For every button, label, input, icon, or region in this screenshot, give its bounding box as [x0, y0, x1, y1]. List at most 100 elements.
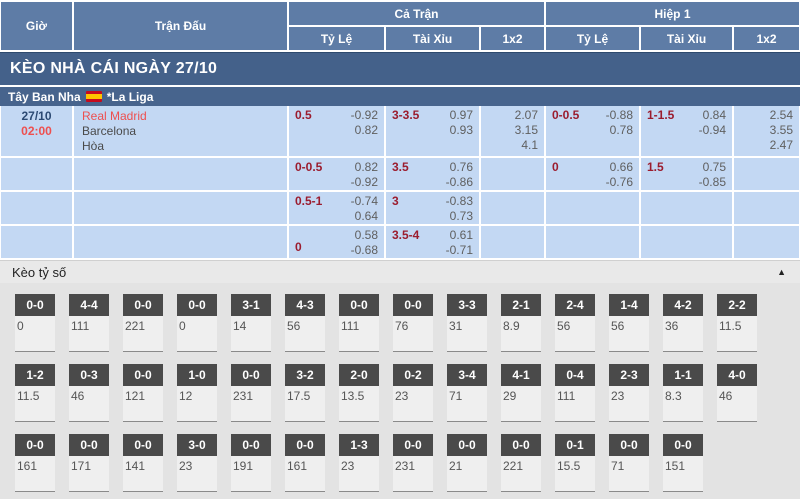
score-box[interactable]: 0-0 0: [177, 294, 217, 352]
odds-value[interactable]: 0.66: [609, 160, 633, 174]
score-box[interactable]: 3-3 31: [447, 294, 487, 352]
home-team[interactable]: Real Madrid: [82, 109, 147, 123]
score-odds: 36: [663, 316, 703, 352]
score-box[interactable]: 1-3 23: [339, 434, 379, 492]
score-odds: 11.5: [717, 316, 757, 352]
odds-value[interactable]: 0.61: [449, 228, 473, 242]
score-box[interactable]: 1-0 12: [177, 364, 217, 422]
score-label: 0-0: [501, 434, 541, 456]
odds-value[interactable]: 0.93: [449, 123, 473, 137]
score-box[interactable]: 2-4 56: [555, 294, 595, 352]
h1-1x2-cell[interactable]: 2.54 3.55 2.47: [734, 106, 799, 156]
league-bar[interactable]: Tây Ban Nha *La Liga: [0, 85, 800, 106]
score-odds: 231: [393, 456, 433, 492]
odds-value[interactable]: 0.82: [354, 160, 378, 174]
odds-value[interactable]: 0.82: [354, 123, 378, 137]
away-team[interactable]: Barcelona: [82, 124, 137, 138]
score-box[interactable]: 2-2 11.5: [717, 294, 757, 352]
ft-1x2-cell[interactable]: 2.07 3.15 4.1: [481, 106, 544, 156]
odds-value[interactable]: 0.64: [354, 209, 378, 223]
h1-overunder-cell[interactable]: 1.5 0.75 -0.85: [641, 158, 732, 190]
score-box[interactable]: 4-1 29: [501, 364, 541, 422]
h1-overunder-cell[interactable]: 1-1.5 0.84 -0.94: [641, 106, 732, 156]
score-label: 2-4: [555, 294, 595, 316]
score-box[interactable]: 0-3 46: [69, 364, 109, 422]
score-box[interactable]: 1-1 8.3: [663, 364, 703, 422]
ft-overunder-cell[interactable]: 3 -0.83 0.73: [386, 192, 479, 224]
odds-value[interactable]: -0.92: [350, 108, 378, 122]
score-box[interactable]: 0-4 111: [555, 364, 595, 422]
correct-score-section-header[interactable]: Kèo tỷ số ▲: [0, 260, 800, 283]
score-box[interactable]: 0-1 15.5: [555, 434, 595, 492]
score-box[interactable]: 0-0 161: [285, 434, 325, 492]
score-box[interactable]: 4-2 36: [663, 294, 703, 352]
odds-value[interactable]: -0.94: [698, 123, 726, 137]
score-box[interactable]: 0-0 141: [123, 434, 163, 492]
ft-handicap-cell[interactable]: 0.5 -0.92 0.82: [289, 106, 384, 156]
score-box[interactable]: 0-0 231: [393, 434, 433, 492]
odds-value[interactable]: 0.75: [702, 160, 726, 174]
odds-value[interactable]: -0.74: [350, 194, 378, 208]
score-box[interactable]: 0-2 23: [393, 364, 433, 422]
score-box[interactable]: 0-0 191: [231, 434, 271, 492]
odds-value[interactable]: -0.88: [605, 108, 633, 122]
odds-value[interactable]: 0.73: [449, 209, 473, 223]
score-box[interactable]: 4-0 46: [717, 364, 757, 422]
score-box[interactable]: 0-0 161: [15, 434, 55, 492]
score-box[interactable]: 0-0 221: [123, 294, 163, 352]
score-box[interactable]: 0-0 121: [123, 364, 163, 422]
odds-value[interactable]: -0.86: [445, 175, 473, 189]
score-box[interactable]: 1-4 56: [609, 294, 649, 352]
score-box[interactable]: 2-3 23: [609, 364, 649, 422]
score-box[interactable]: 0-0 0: [15, 294, 55, 352]
h1-handicap-cell[interactable]: 0 0.66 -0.76: [546, 158, 639, 190]
score-box[interactable]: 0-0 76: [393, 294, 433, 352]
odds-value[interactable]: 0.84: [702, 108, 726, 122]
score-label: 0-0: [123, 364, 163, 386]
score-label: 0-0: [285, 434, 325, 456]
odds-value[interactable]: 2.07: [514, 108, 538, 122]
score-box[interactable]: 0-0 231: [231, 364, 271, 422]
score-box[interactable]: 0-0 221: [501, 434, 541, 492]
score-box[interactable]: 3-4 71: [447, 364, 487, 422]
ft-handicap-cell[interactable]: 0-0.5 0.82 -0.92: [289, 158, 384, 190]
odds-value[interactable]: -0.68: [350, 243, 378, 257]
odds-value[interactable]: -0.92: [350, 175, 378, 189]
score-box[interactable]: 0-0 21: [447, 434, 487, 492]
odds-value[interactable]: 0.58: [354, 228, 378, 242]
odds-value[interactable]: 2.54: [769, 108, 793, 122]
score-box[interactable]: 4-3 56: [285, 294, 325, 352]
ft-handicap-cell[interactable]: 0.5-1 -0.74 0.64: [289, 192, 384, 224]
collapse-arrow-icon[interactable]: ▲: [777, 267, 786, 277]
odds-value[interactable]: 3.15: [514, 123, 538, 137]
odds-value[interactable]: 0.78: [609, 123, 633, 137]
odds-value[interactable]: 0.76: [449, 160, 473, 174]
odds-value[interactable]: 2.47: [769, 138, 793, 152]
score-box[interactable]: 3-1 14: [231, 294, 271, 352]
score-box[interactable]: 4-4 111: [69, 294, 109, 352]
score-box[interactable]: 0-0 171: [69, 434, 109, 492]
score-box[interactable]: 3-2 17.5: [285, 364, 325, 422]
score-box[interactable]: 2-0 13.5: [339, 364, 379, 422]
h1-handicap-cell[interactable]: 0-0.5 -0.88 0.78: [546, 106, 639, 156]
odds-value[interactable]: 4.1: [521, 138, 538, 152]
score-box[interactable]: 1-2 11.5: [15, 364, 55, 422]
ft-overunder-cell[interactable]: 3-3.5 0.97 0.93: [386, 106, 479, 156]
odds-value[interactable]: 3.55: [769, 123, 793, 137]
odds-value[interactable]: -0.83: [445, 194, 473, 208]
score-box[interactable]: 3-0 23: [177, 434, 217, 492]
ft-overunder-cell[interactable]: 3.5 0.76 -0.86: [386, 158, 479, 190]
score-box[interactable]: 2-1 8.9: [501, 294, 541, 352]
handicap-line: 0.5-1: [295, 194, 323, 208]
score-box[interactable]: 0-0 111: [339, 294, 379, 352]
odds-value[interactable]: -0.76: [605, 175, 633, 189]
score-box[interactable]: 0-0 71: [609, 434, 649, 492]
ft-handicap-cell[interactable]: 0 0.58 -0.68: [289, 226, 384, 258]
score-label: 2-0: [339, 364, 379, 386]
odds-value[interactable]: -0.71: [445, 243, 473, 257]
score-box[interactable]: 0-0 151: [663, 434, 703, 492]
odds-value[interactable]: 0.97: [449, 108, 473, 122]
ft-overunder-cell[interactable]: 3.5-4 0.61 -0.71: [386, 226, 479, 258]
odds-value[interactable]: -0.85: [698, 175, 726, 189]
match-teams-cell[interactable]: Real Madrid Barcelona Hòa: [74, 106, 287, 156]
